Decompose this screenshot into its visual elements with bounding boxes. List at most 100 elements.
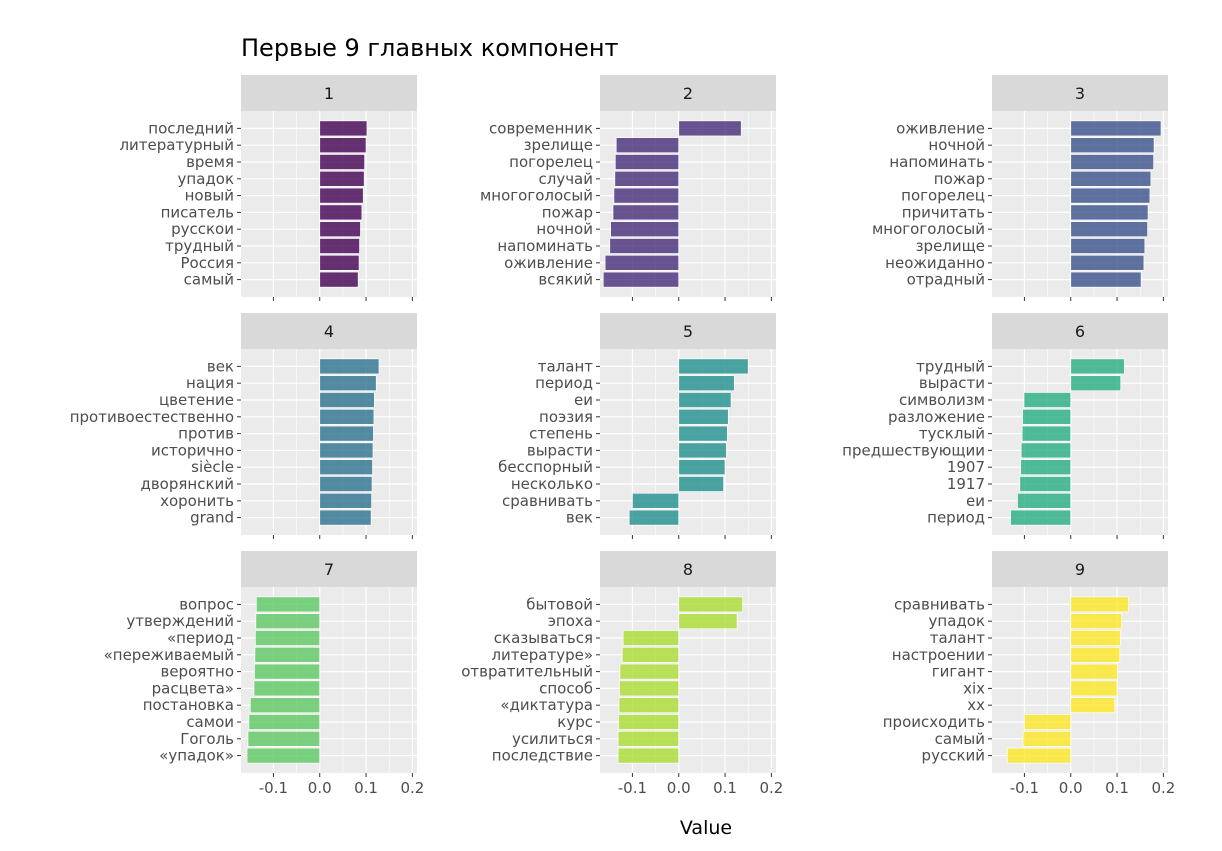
bar [610,221,680,238]
bar [619,663,680,680]
y-tick-label: период [535,374,593,392]
x-tick-label: -0.1 [1010,779,1039,797]
facet-strip-label: 2 [683,84,693,103]
y-tick-label: литературе» [491,646,593,664]
bar [1070,187,1151,204]
x-tick-label: 0.0 [308,779,332,797]
y-tick-label: талант [930,629,986,647]
x-tick-label: 0.1 [1105,779,1129,797]
y-tick-label: 1907 [947,458,985,476]
y-tick-label: неожиданно [885,254,985,272]
bar [1024,714,1072,730]
facet-strip [600,313,776,349]
bar [1070,204,1149,221]
bar [618,697,680,714]
facet-panel-6: 6 трудныйвырастисимволизмразложениетусклы… [842,313,1168,539]
bar [1070,120,1162,137]
x-tick-label: 0.2 [400,779,424,797]
y-tick-label: век [207,357,234,375]
x-tick-label: 0.0 [667,779,691,797]
y-tick-label: способ [539,679,593,697]
bar [617,747,680,764]
bar [678,442,727,459]
facet-strip-label: 9 [1075,560,1085,579]
y-tick-label: сравнивать [894,595,985,613]
y-tick-label: всякий [538,271,593,289]
bar [678,425,728,442]
bar [1070,254,1145,271]
y-tick-label: 1917 [947,475,985,493]
facet-panels: 1последнийлитературныйвремяупадокновыйпи… [70,75,1175,797]
y-tick-label: самый [184,271,234,289]
facet-panel-1: 1 последнийлитературныйвремяупадокновыйпи… [119,75,417,301]
y-tick-label: grand [190,509,234,527]
y-tick-label: бесспорный [498,458,593,476]
bar [255,613,321,630]
bar [319,459,373,476]
bar [1022,408,1072,425]
y-tick-label: постановка [143,696,234,714]
bar [254,646,321,663]
bar [248,714,321,730]
y-tick-label: оживление [896,119,985,137]
y-tick-label: хоронить [160,492,234,510]
bar [319,358,380,375]
y-tick-label: бытовой [526,595,593,613]
y-tick-label: еи [574,391,593,409]
bar [618,714,680,730]
y-tick-label: несколько [511,475,593,493]
y-tick-label: отвратительный [461,663,593,681]
y-tick-label: причитать [902,203,985,221]
bar [678,120,742,137]
bar [1070,663,1118,680]
bar [613,187,680,204]
bar [1070,375,1122,392]
bar [1070,680,1118,697]
y-tick-label: русский [922,747,985,765]
y-tick-label: xix [963,679,985,697]
y-tick-label: происходить [883,713,985,731]
bar [246,747,321,764]
y-tick-label: поэзия [539,408,593,426]
bar [602,271,680,288]
y-tick-label: оживление [504,254,593,272]
bar [319,204,363,221]
y-tick-label: «период [167,629,234,647]
bar [1070,271,1142,288]
bar [319,170,365,187]
bar [1070,137,1155,154]
y-tick-label: напоминать [889,153,985,171]
x-tick-label: -0.1 [259,779,288,797]
y-tick-label: новый [185,187,234,205]
facet-strip [992,313,1168,349]
bar [617,730,680,747]
y-tick-label: предшествующии [842,441,985,459]
facet-strip [241,75,417,111]
y-tick-label: нация [186,374,234,392]
bar [615,137,680,154]
bar [1006,747,1072,764]
bar [1020,459,1072,476]
facet-strip [241,313,417,349]
y-tick-label: siècle [191,458,234,476]
y-tick-label: случай [538,170,593,188]
y-tick-label: гигант [932,663,986,681]
bar [249,697,321,714]
y-tick-label: русскои [171,220,234,238]
y-tick-label: напоминать [497,237,593,255]
bar [1070,697,1116,714]
bar [1070,170,1152,187]
bar [319,187,364,204]
facet-strip [992,551,1168,587]
facet-panel-4: 4 векнацияцветениепротивоестественнопроти… [70,313,417,539]
y-tick-label: цветение [159,391,234,409]
y-tick-label: самои [186,713,234,731]
bar [628,509,680,526]
facet-strip-label: 8 [683,560,693,579]
y-tick-label: время [186,153,234,171]
y-tick-label: противоестественно [70,408,234,426]
facet-strip [600,551,776,587]
y-tick-label: вероятно [160,663,234,681]
